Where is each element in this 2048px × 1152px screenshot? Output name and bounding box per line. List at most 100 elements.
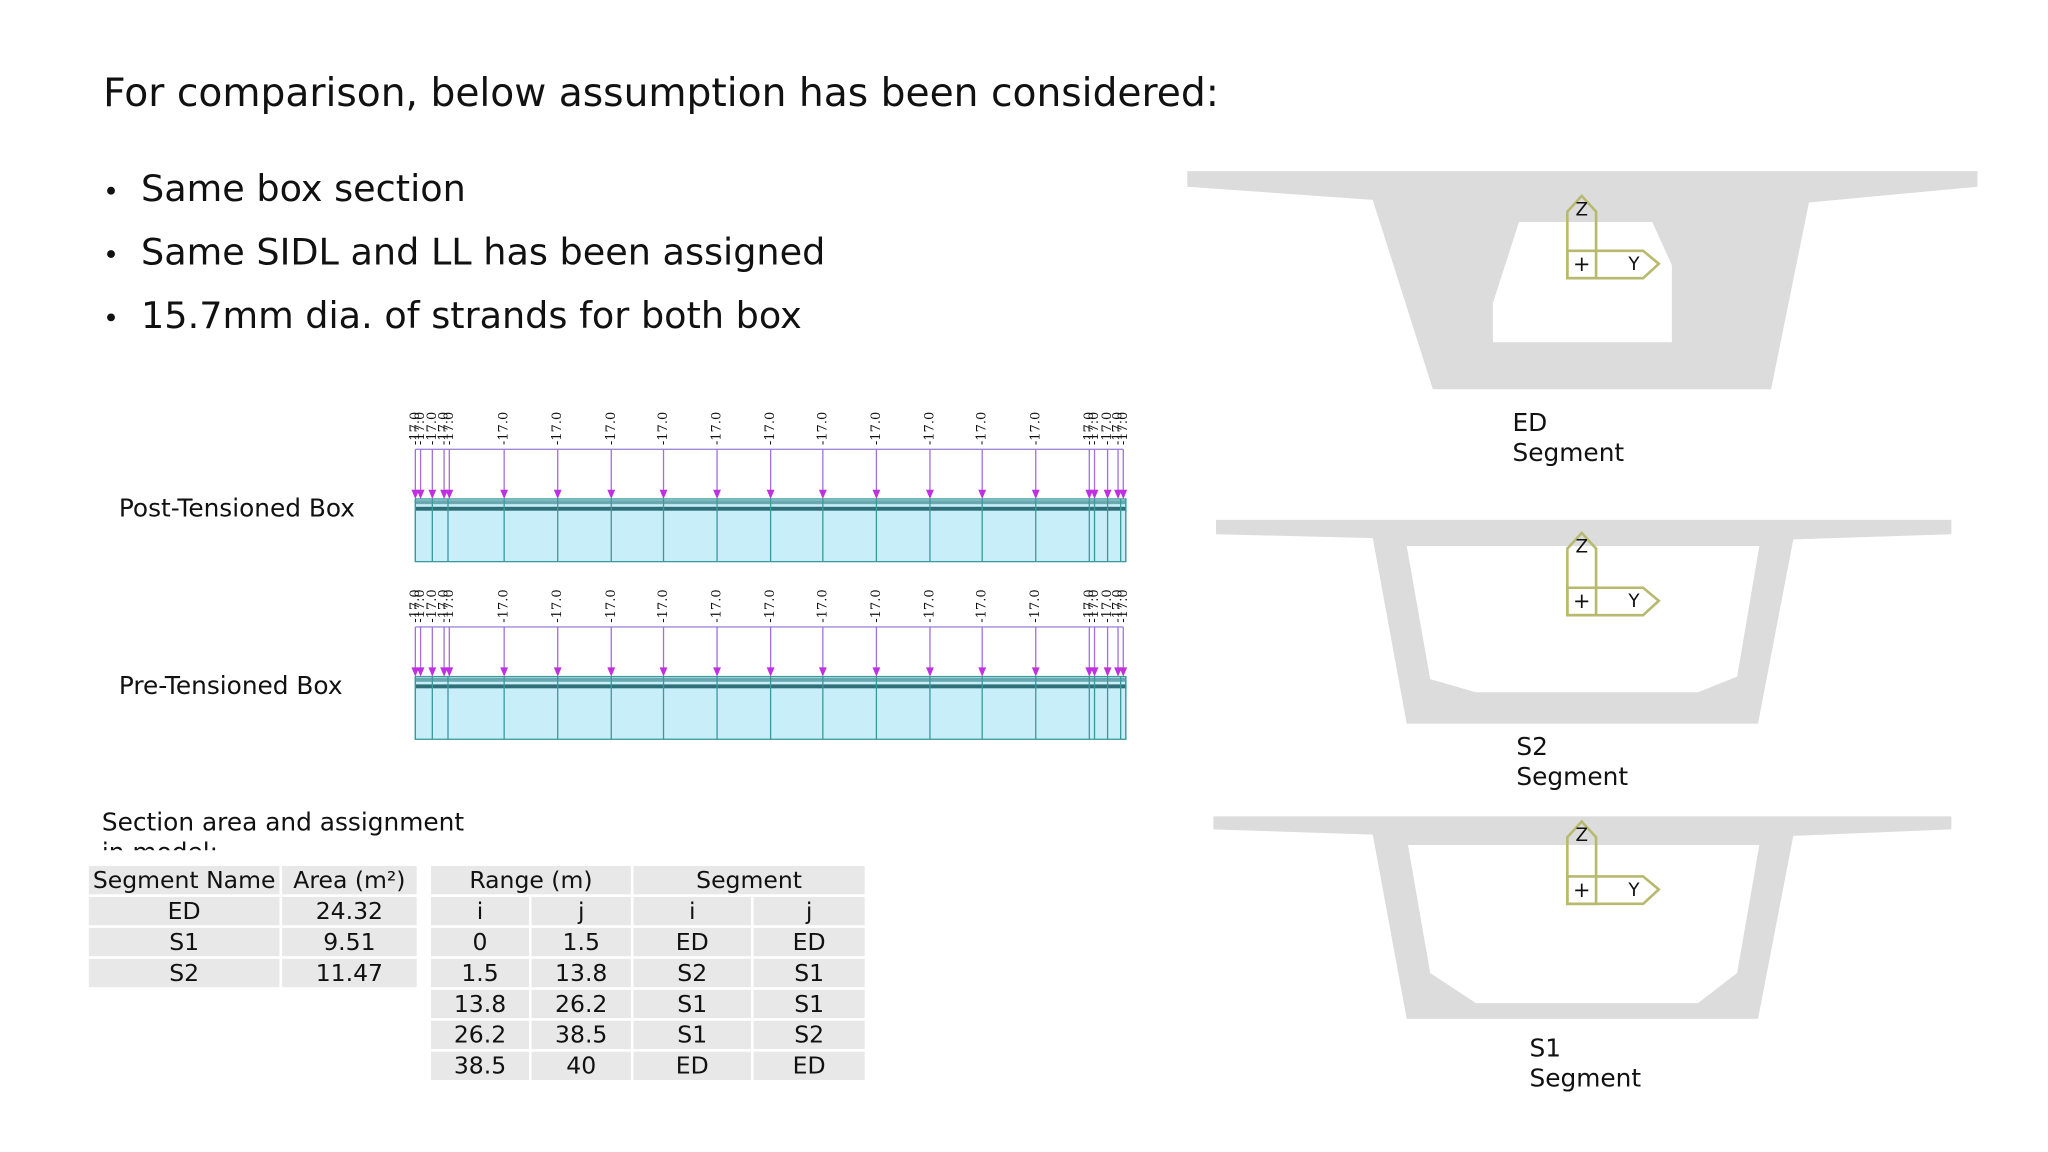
table-cell: 40 xyxy=(566,1052,596,1080)
table-cell-bg xyxy=(531,989,631,1019)
load-label: -17.0 xyxy=(1028,412,1043,445)
table-cell: S1 xyxy=(677,990,707,1018)
load-label: -17.0 xyxy=(442,589,457,622)
table-subheader-bg xyxy=(753,896,865,926)
load-label: -17.0 xyxy=(550,589,565,622)
load-label: -17.0 xyxy=(922,589,937,622)
axis-z-label: Z xyxy=(1575,536,1588,557)
bullet: Same box section xyxy=(141,167,466,210)
arrow-head xyxy=(428,489,437,499)
bullet-dot xyxy=(107,313,115,322)
load-label: -17.0 xyxy=(437,589,452,622)
table-subheader-bg xyxy=(531,896,631,926)
load-label: -17.0 xyxy=(975,589,990,622)
axis-plus: + xyxy=(1573,252,1591,276)
table-subheader-bg xyxy=(431,896,529,926)
arrow-head xyxy=(553,489,562,499)
arrow-head xyxy=(1031,489,1040,499)
table-cell-bg xyxy=(633,1020,752,1050)
axis-y-label: Y xyxy=(1627,591,1640,612)
load-label: -17.0 xyxy=(922,412,937,445)
load-label: -17.0 xyxy=(869,412,884,445)
table-cell: S1 xyxy=(794,959,824,987)
table-subheader: i xyxy=(689,897,696,925)
table-header: Segment Name xyxy=(93,866,276,894)
axis-y-label: Y xyxy=(1627,880,1640,901)
arrow-head xyxy=(1085,489,1094,499)
table-cell: 13.8 xyxy=(454,990,506,1018)
table-cell-bg xyxy=(753,1020,865,1050)
arrow-head xyxy=(818,667,827,677)
table-cell-bg xyxy=(431,1051,529,1081)
table-subheader: i xyxy=(477,897,484,925)
load-label: -17.0 xyxy=(763,412,778,445)
table-header: Segment xyxy=(696,866,802,894)
load-label: -17.0 xyxy=(604,412,619,445)
table-header-bg xyxy=(633,865,865,895)
load-label: -17.0 xyxy=(1116,412,1131,445)
axis-y xyxy=(1566,249,1661,280)
arrow-head xyxy=(872,667,881,677)
axis-y xyxy=(1566,875,1661,906)
load-label: -17.0 xyxy=(437,412,452,445)
table-cell-bg xyxy=(282,927,417,957)
load-label: -17.0 xyxy=(1116,589,1131,622)
arrow-head xyxy=(978,667,987,677)
load-label: -17.0 xyxy=(425,412,440,445)
table-subheader: j xyxy=(805,897,813,925)
table-cell-bg xyxy=(753,958,865,988)
table-cell-bg xyxy=(753,1051,865,1081)
load-label: -17.0 xyxy=(550,412,565,445)
table-cell: 26.2 xyxy=(454,1021,506,1049)
arrow-head xyxy=(1119,667,1128,677)
note-box: Section area and assignment in model: xyxy=(102,808,464,850)
arrow-head xyxy=(659,667,668,677)
arrow-head xyxy=(607,489,616,499)
table-cell-bg xyxy=(633,989,752,1019)
beam-label: Post-Tensioned Box xyxy=(119,493,355,522)
beam-label: Pre-Tensioned Box xyxy=(119,671,343,700)
load-label: -17.0 xyxy=(497,412,512,445)
table-cell: S1 xyxy=(169,928,199,956)
load-label: -17.0 xyxy=(763,589,778,622)
arrow-head xyxy=(713,667,721,677)
load-label: -17.0 xyxy=(975,412,990,445)
arrow-head xyxy=(978,489,987,499)
section-caption: S2 Segment xyxy=(1516,732,1629,792)
arrow-head xyxy=(445,489,454,499)
load-label: -17.0 xyxy=(869,589,884,622)
table-cell: S1 xyxy=(677,1021,707,1049)
table-cell: 1.5 xyxy=(563,928,600,956)
load-label: -17.0 xyxy=(1087,589,1102,622)
table-cell-bg xyxy=(531,927,631,957)
bullet-dot xyxy=(107,250,115,258)
load-label: -17.0 xyxy=(1082,589,1097,622)
arrow-head xyxy=(1090,489,1099,499)
table-cell-bg xyxy=(531,1020,631,1050)
section-shape xyxy=(1213,816,1952,1019)
load-label: -17.0 xyxy=(413,412,428,445)
arrow-head xyxy=(440,667,448,677)
table-header-bg xyxy=(282,865,417,895)
table-cell: 1.5 xyxy=(461,959,498,987)
table-cell-bg xyxy=(88,958,280,988)
arrow-head xyxy=(818,489,827,499)
table-cell: 24.32 xyxy=(316,897,383,925)
table-header-bg xyxy=(431,865,631,895)
load-label: -17.0 xyxy=(656,412,671,445)
table-cell: S2 xyxy=(677,959,707,987)
arrow-head xyxy=(766,489,775,499)
table-cell: S2 xyxy=(794,1021,824,1049)
load-label: -17.0 xyxy=(1100,589,1115,622)
section-shape xyxy=(1216,519,1952,724)
load-label: -17.0 xyxy=(1082,412,1097,445)
arrow-head xyxy=(659,489,668,499)
load-label: -17.0 xyxy=(497,589,512,622)
arrow-head xyxy=(500,667,509,677)
table-cell-bg xyxy=(633,927,752,957)
arrow-head xyxy=(1119,489,1128,499)
caption-box: S1 Segment xyxy=(1529,1034,1642,1094)
section-caption: S1 Segment xyxy=(1529,1034,1642,1094)
arrow-head xyxy=(926,489,934,499)
